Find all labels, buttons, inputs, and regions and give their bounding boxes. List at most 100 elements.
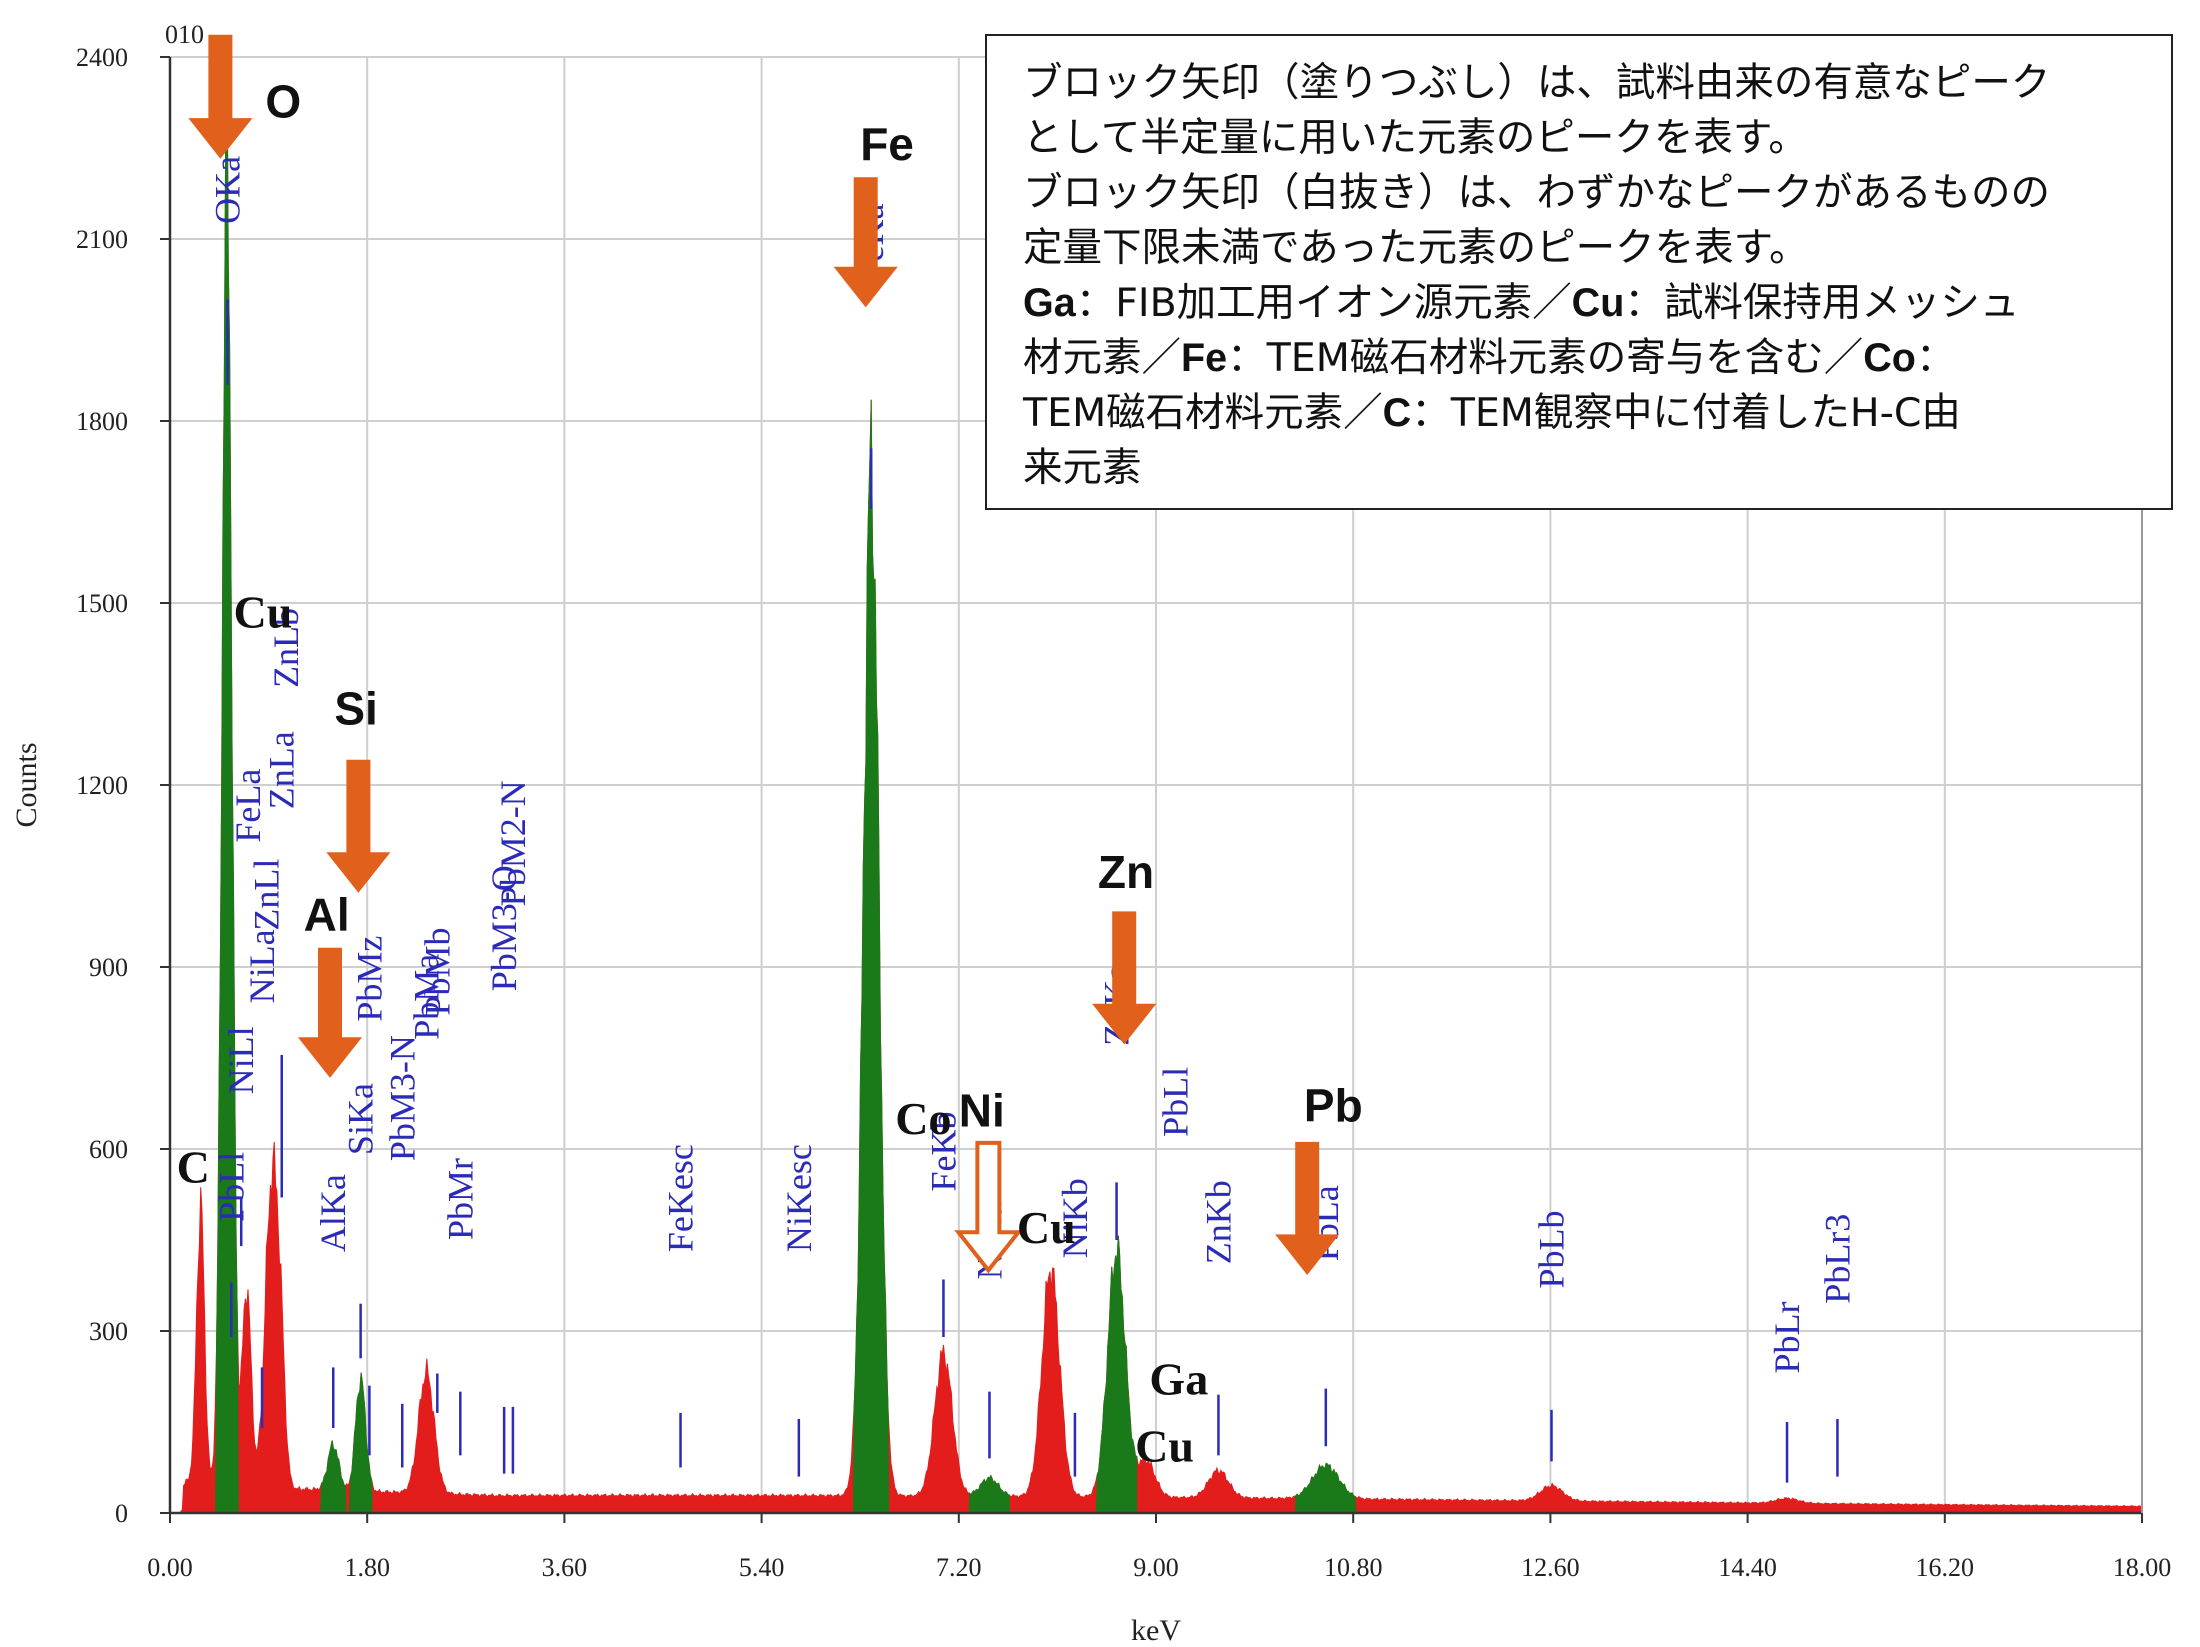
filled-arrow-5 bbox=[1275, 1141, 1340, 1276]
note-ga-symbol: Ga bbox=[1023, 281, 1076, 325]
y-tick-label-2: 600 bbox=[89, 1135, 128, 1164]
x-tick-label-0: 0.00 bbox=[147, 1553, 193, 1582]
roi-area-4 bbox=[968, 1474, 1011, 1514]
note-ga-text: ：FIB加工用イオン源元素／ bbox=[1075, 280, 1572, 326]
note-fe-symbol: Fe bbox=[1181, 336, 1228, 380]
line-label-5: ZnLl bbox=[246, 859, 286, 931]
line-label-0: OKa bbox=[208, 156, 248, 224]
element-label-7: Ni bbox=[959, 1085, 1005, 1137]
element-label-2: Cu bbox=[234, 586, 293, 637]
line-label-27: PbLb bbox=[1531, 1211, 1571, 1289]
line-marker-layer: OKaPbLlNiLlFeLaNiLaZnLlZnLaZnLbAlKaSiKaP… bbox=[208, 156, 1857, 1483]
legend-note-box: ブロック矢印（塗りつぶし）は、試料由来の有意なピーク として半定量に用いた元素の… bbox=[985, 34, 2173, 510]
spectrum-layer bbox=[180, 56, 2143, 1514]
roi-area-2 bbox=[348, 1372, 373, 1514]
element-label-1: Fe bbox=[860, 118, 914, 170]
element-label-0: O bbox=[265, 76, 301, 128]
element-label-8: Cu bbox=[1017, 1202, 1076, 1253]
element-label-11: Ga bbox=[1149, 1354, 1208, 1405]
note-line-7: TEM磁石材料元素／C：TEM観察中に付着したH-C由 bbox=[1023, 386, 2145, 441]
y-tick-label-8: 2400 bbox=[76, 43, 128, 72]
line-label-12: PbMa bbox=[406, 954, 446, 1040]
y-tick-label-3: 900 bbox=[89, 953, 128, 982]
filled-arrow-0 bbox=[188, 34, 253, 159]
element-label-9: Pb bbox=[1304, 1080, 1363, 1132]
element-label-5: Zn bbox=[1098, 846, 1154, 898]
note-co-text-2: TEM磁石材料元素／ bbox=[1023, 390, 1383, 436]
line-label-25: ZnKb bbox=[1198, 1180, 1238, 1264]
note-cu-text: ：試料保持用メッシュ bbox=[1624, 280, 2020, 326]
roi-area-6 bbox=[1295, 1462, 1357, 1514]
note-line-6: 材元素／Fe：TEM磁石材料元素の寄与を含む／Co： bbox=[1023, 331, 2145, 386]
line-label-14: PbMr bbox=[440, 1158, 480, 1240]
note-line-4: 定量下限未満であった元素のピークを表す。 bbox=[1023, 225, 1809, 271]
line-label-6: ZnLa bbox=[262, 731, 302, 809]
line-label-18: NiKesc bbox=[779, 1144, 819, 1252]
x-tick-label-10: 18.00 bbox=[2113, 1553, 2172, 1582]
y-tick-label-6: 1800 bbox=[76, 407, 128, 436]
y-tick-label-7: 2100 bbox=[76, 225, 128, 254]
line-label-15: PbM3-O bbox=[484, 865, 524, 991]
line-label-10: PbMz bbox=[349, 936, 389, 1022]
line-label-29: PbLr3 bbox=[1817, 1214, 1857, 1304]
element-label-10: C bbox=[177, 1141, 210, 1192]
line-label-13: PbMb bbox=[417, 928, 457, 1016]
note-co-text: ： bbox=[1915, 335, 1956, 381]
line-label-8: AlKa bbox=[313, 1174, 353, 1252]
x-axis-title: keV bbox=[1131, 1614, 1181, 1647]
x-tick-label-9: 16.20 bbox=[1916, 1553, 1975, 1582]
y-tick-label-5: 1500 bbox=[76, 589, 128, 618]
x-tick-label-2: 3.60 bbox=[542, 1553, 588, 1582]
element-label-4: Al bbox=[304, 889, 350, 941]
filled-arrow-4 bbox=[1092, 911, 1157, 1045]
y-tick-label-4: 1200 bbox=[76, 771, 128, 800]
line-label-7: ZnLb bbox=[266, 608, 306, 688]
note-line-3: ブロック矢印（白抜き）は、わずかなピークがあるものの bbox=[1023, 170, 2050, 216]
arrow-layer bbox=[188, 34, 1340, 1276]
note-line-2: として半定量に用いた元素のピークを表す。 bbox=[1023, 115, 1808, 161]
filled-arrow-3 bbox=[297, 947, 363, 1078]
corner-label: 010 bbox=[165, 20, 204, 49]
x-tick-label-4: 7.20 bbox=[936, 1553, 982, 1582]
element-label-12: Cu bbox=[1135, 1420, 1194, 1471]
roi-area-5 bbox=[1095, 1235, 1138, 1514]
line-label-2: NiLl bbox=[221, 1026, 261, 1094]
y-tick-label-1: 300 bbox=[89, 1317, 128, 1346]
element-label-3: Si bbox=[334, 682, 377, 734]
roi-area-1 bbox=[320, 1440, 347, 1514]
line-label-3: FeLa bbox=[228, 769, 268, 843]
element-label-6: Co bbox=[895, 1093, 951, 1144]
x-tick-label-7: 12.60 bbox=[1521, 1553, 1580, 1582]
filled-arrow-1 bbox=[833, 177, 898, 308]
note-cu-text-2: 材元素／ bbox=[1023, 335, 1181, 381]
hollow-arrow-6 bbox=[954, 1140, 1023, 1274]
x-tick-label-5: 9.00 bbox=[1133, 1553, 1179, 1582]
line-label-9: SiKa bbox=[341, 1083, 381, 1155]
note-c-symbol: C bbox=[1382, 391, 1412, 435]
element-label-layer: O Fe Cu Si Al Zn Co Ni Cu Pb C Ga Cu bbox=[177, 76, 1363, 1472]
line-label-1: PbLl bbox=[211, 1152, 251, 1222]
roi-area-0 bbox=[215, 56, 239, 1514]
line-label-22: NiKb bbox=[1055, 1178, 1095, 1258]
note-line-5: Ga：FIB加工用イオン源元素／Cu：試料保持用メッシュ bbox=[1023, 276, 2145, 331]
line-label-20: FeKb bbox=[923, 1111, 963, 1191]
note-c-text: ：TEM観察中に付着したH-C由 bbox=[1411, 390, 1961, 436]
line-label-4: NiLa bbox=[242, 929, 282, 1003]
spectrum-area bbox=[180, 56, 2143, 1514]
roi-area-3 bbox=[852, 399, 890, 1514]
note-fe-text: ：TEM磁石材料元素の寄与を含む／ bbox=[1227, 335, 1864, 381]
x-tick-label-8: 14.40 bbox=[1718, 1553, 1777, 1582]
line-label-16: PbM2-N bbox=[493, 780, 533, 906]
line-label-24: PbLl bbox=[1156, 1067, 1196, 1137]
x-tick-label-1: 1.80 bbox=[344, 1553, 390, 1582]
note-line-1: ブロック矢印（塗りつぶし）は、試料由来の有意なピーク bbox=[1023, 60, 2051, 106]
y-axis-title: Counts bbox=[10, 742, 43, 827]
line-label-17: FeKesc bbox=[661, 1144, 701, 1252]
note-cu-symbol: Cu bbox=[1571, 281, 1625, 325]
note-co-symbol: Co bbox=[1863, 336, 1916, 380]
note-line-8: 来元素 bbox=[1023, 445, 1142, 491]
filled-arrow-2 bbox=[326, 759, 391, 893]
line-label-11: PbM3-N bbox=[382, 1035, 422, 1161]
line-label-28: PbLr bbox=[1767, 1301, 1807, 1373]
